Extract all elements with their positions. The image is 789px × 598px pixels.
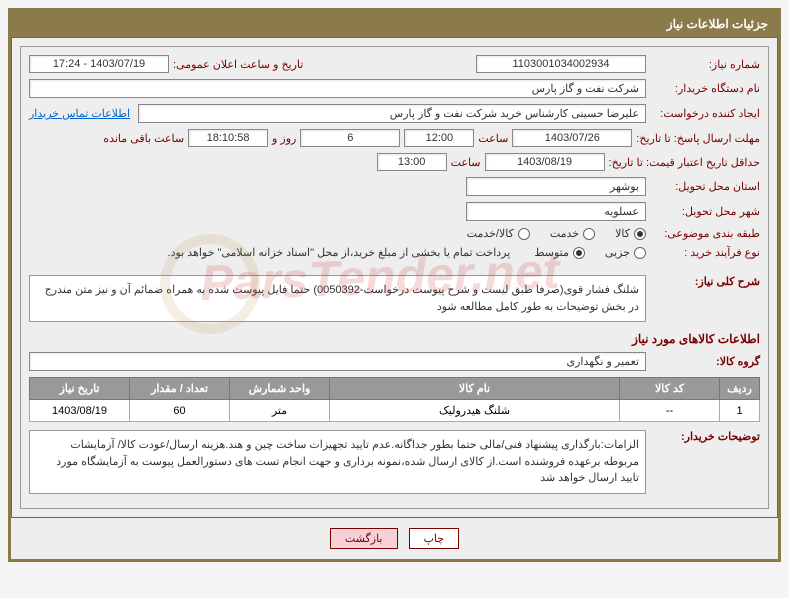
city-label: شهر محل تحویل: bbox=[650, 205, 760, 218]
back-button[interactable]: بازگشت bbox=[330, 528, 398, 549]
classification-label: طبقه بندی موضوعی: bbox=[650, 227, 760, 240]
requester-value: علیرضا حسینی کارشناس خرید شرکت نفت و گاز… bbox=[138, 104, 646, 123]
buyer-org-label: نام دستگاه خریدار: bbox=[650, 82, 760, 95]
print-button[interactable]: چاپ bbox=[409, 528, 460, 549]
radio-goods[interactable] bbox=[634, 228, 646, 240]
group-label: گروه کالا: bbox=[650, 355, 760, 368]
th-row: ردیف bbox=[720, 378, 760, 400]
deadline-days-label: روز و bbox=[272, 132, 296, 145]
province-value: بوشهر bbox=[466, 177, 646, 196]
deadline-remaining: 18:10:58 bbox=[188, 129, 268, 147]
deadline-days: 6 bbox=[300, 129, 400, 147]
buyer-notes-text: الزامات:بارگذاری پیشنهاد فنی/مالی حتما ب… bbox=[29, 430, 646, 494]
buyer-org-value: شرکت نفت و گاز پارس bbox=[29, 79, 646, 98]
th-code: کد کالا bbox=[620, 378, 720, 400]
table-row: 1 -- شلنگ هیدرولیک متر 60 1403/08/19 bbox=[30, 400, 760, 422]
deadline-remaining-label: ساعت باقی مانده bbox=[103, 132, 184, 145]
deadline-time-label: ساعت bbox=[478, 132, 508, 145]
city-value: عسلویه bbox=[466, 202, 646, 221]
purchase-type-radios: جزیی متوسط bbox=[534, 246, 646, 259]
requester-label: ایجاد کننده درخواست: bbox=[650, 107, 760, 120]
validity-time: 13:00 bbox=[377, 153, 447, 171]
need-number-value: 1103001034002934 bbox=[476, 55, 646, 73]
deadline-time: 12:00 bbox=[404, 129, 474, 147]
province-label: استان محل تحویل: bbox=[650, 180, 760, 193]
purchase-type-label: نوع فرآیند خرید : bbox=[650, 246, 760, 259]
buyer-notes-label: توضیحات خریدار: bbox=[650, 430, 760, 443]
deadline-label: مهلت ارسال پاسخ: تا تاریخ: bbox=[636, 132, 760, 145]
th-unit: واحد شمارش bbox=[230, 378, 330, 400]
announce-value: 1403/07/19 - 17:24 bbox=[29, 55, 169, 73]
th-name: نام کالا bbox=[330, 378, 620, 400]
classification-radios: کالا خدمت کالا/خدمت bbox=[467, 227, 646, 240]
radio-minor[interactable] bbox=[634, 247, 646, 259]
purchase-note: پرداخت تمام یا بخشی از مبلغ خرید،از محل … bbox=[168, 246, 511, 259]
goods-table: ردیف کد کالا نام کالا واحد شمارش تعداد /… bbox=[29, 377, 760, 422]
need-number-label: شماره نیاز: bbox=[650, 58, 760, 71]
goods-section-title: اطلاعات کالاهای مورد نیاز bbox=[29, 332, 760, 346]
group-value: تعمیر و نگهداری bbox=[29, 352, 646, 371]
page-title: جزئیات اطلاعات نیاز bbox=[11, 11, 778, 37]
validity-date: 1403/08/19 bbox=[485, 153, 605, 171]
summary-label: شرح کلی نیاز: bbox=[650, 275, 760, 288]
buyer-contact-link[interactable]: اطلاعات تماس خریدار bbox=[29, 107, 130, 120]
radio-both[interactable] bbox=[518, 228, 530, 240]
announce-label: تاریخ و ساعت اعلان عمومی: bbox=[173, 58, 303, 71]
radio-service[interactable] bbox=[583, 228, 595, 240]
th-qty: تعداد / مقدار bbox=[130, 378, 230, 400]
radio-medium[interactable] bbox=[573, 247, 585, 259]
th-date: تاریخ نیاز bbox=[30, 378, 130, 400]
deadline-date: 1403/07/26 bbox=[512, 129, 632, 147]
validity-time-label: ساعت bbox=[451, 156, 481, 169]
summary-text: شلنگ فشار قوی(صرفا طبق لیست و شرح پیوست … bbox=[29, 275, 646, 322]
validity-label: حداقل تاریخ اعتبار قیمت: تا تاریخ: bbox=[609, 156, 760, 169]
